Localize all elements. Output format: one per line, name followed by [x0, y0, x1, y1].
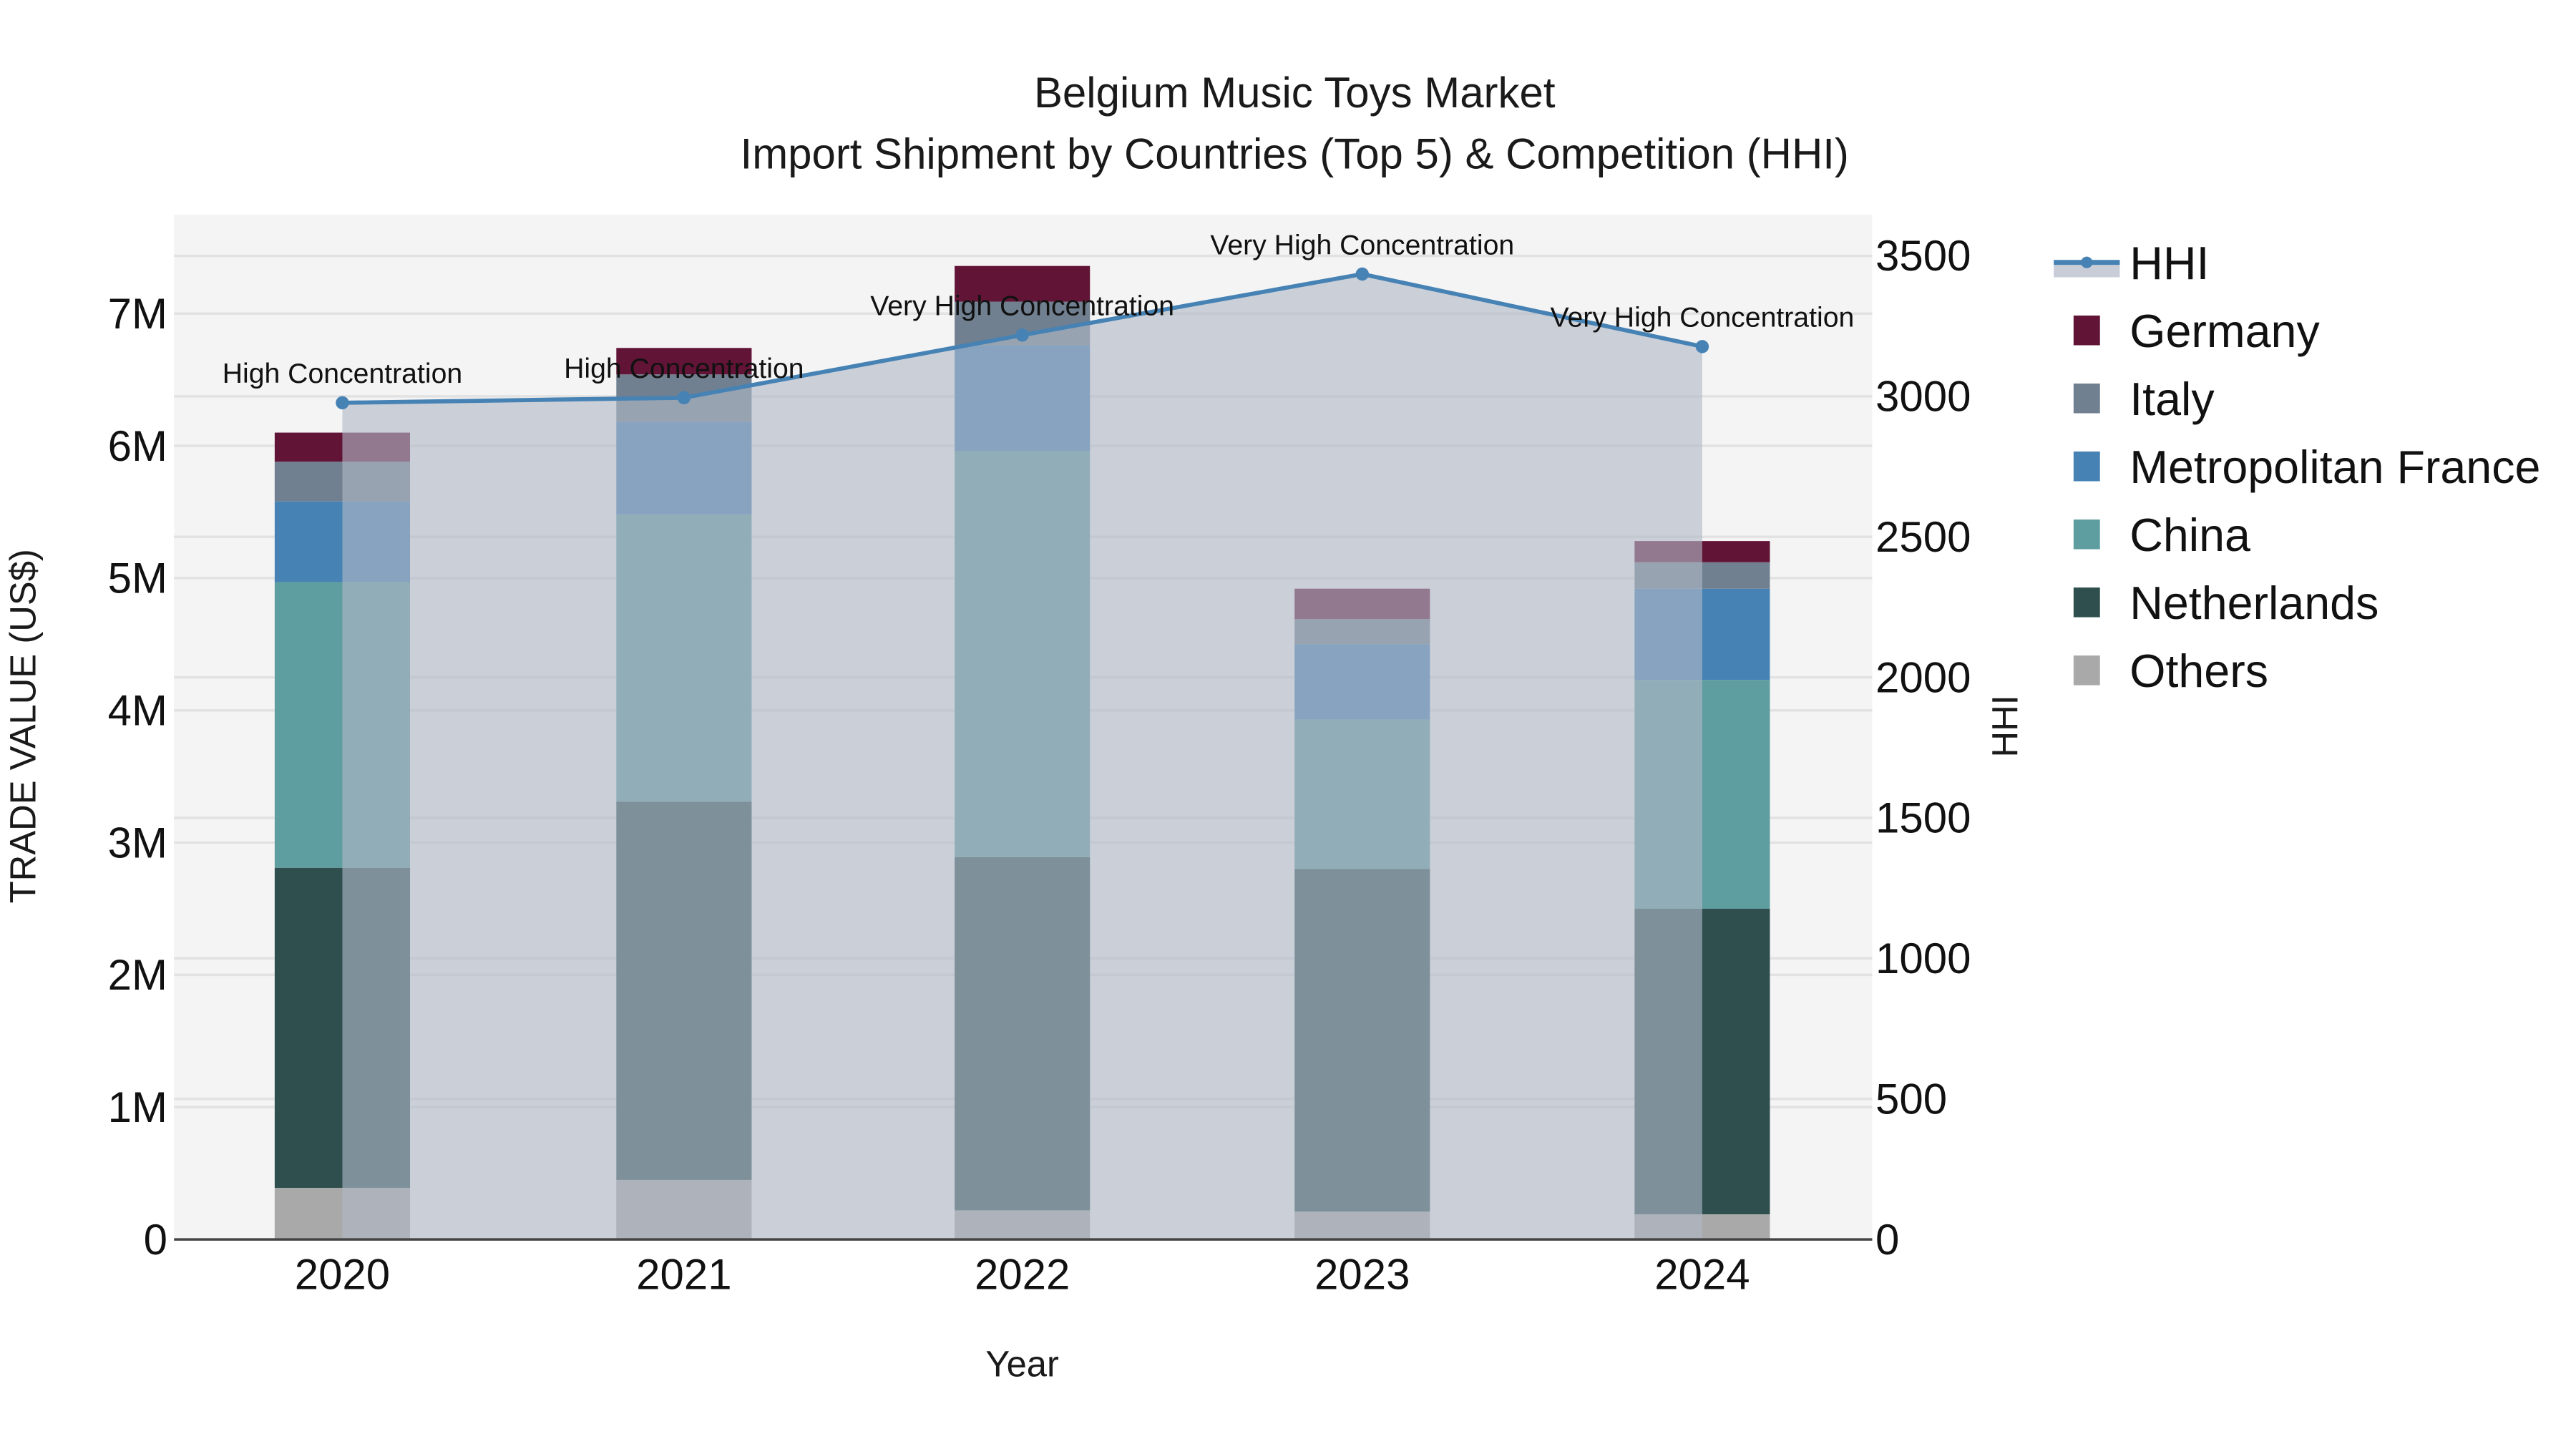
legend: HHI Germany Italy Metropolitan France China N… — [2054, 238, 2540, 697]
legend-label: Italy — [2129, 374, 2215, 425]
legend-swatch-icon — [2073, 655, 2100, 686]
left-axis-ticks: 0 1M 2M 3M 4M 5M 6M 7M — [108, 290, 167, 1264]
legend-item-hhi[interactable]: HHI — [2054, 238, 2209, 289]
right-tick-label: 500 — [1875, 1075, 1947, 1123]
x-axis-ticks: 2020 2021 2022 2023 2024 — [295, 1250, 1750, 1298]
legend-swatch-icon — [2073, 384, 2100, 414]
hhi-marker[interactable] — [677, 391, 691, 405]
legend-item-netherlands[interactable]: Netherlands — [2073, 577, 2379, 629]
x-tick-label: 2021 — [636, 1250, 731, 1298]
left-tick-label: 4M — [108, 686, 167, 734]
hhi-marker[interactable] — [1355, 267, 1370, 281]
legend-item-metropolitan-france[interactable]: Metropolitan France — [2073, 441, 2541, 493]
bar-segment-germany[interactable] — [955, 265, 1091, 302]
hhi-marker[interactable] — [336, 396, 349, 410]
right-tick-label: 2000 — [1875, 653, 1971, 701]
hhi-area — [342, 274, 1702, 1240]
x-tick-label: 2024 — [1654, 1250, 1750, 1298]
legend-swatch-icon — [2073, 452, 2100, 482]
x-tick-label: 2023 — [1314, 1250, 1410, 1298]
right-axis-ticks: 0 500 1000 1500 2000 2500 3000 3500 — [1875, 232, 1971, 1264]
bar-segment-germany[interactable] — [616, 348, 752, 375]
chart-title-line2: Import Shipment by Countries (Top 5) & C… — [741, 130, 1849, 177]
right-tick-label: 1500 — [1875, 794, 1971, 842]
hhi-annotation: Very High Concentration — [1551, 303, 1855, 333]
legend-label: Netherlands — [2129, 577, 2379, 629]
hhi-annotation: Very High Concentration — [870, 291, 1174, 322]
legend-swatch-icon — [2073, 315, 2100, 346]
y-axis-right-title: HHI — [1984, 695, 2025, 757]
left-tick-label: 2M — [108, 951, 167, 999]
y-axis-left-title: TRADE VALUE (US$) — [2, 549, 43, 903]
legend-label: Germany — [2129, 306, 2320, 357]
legend-swatch-icon — [2073, 587, 2100, 618]
legend-item-germany[interactable]: Germany — [2073, 306, 2321, 357]
legend-label: HHI — [2129, 238, 2209, 289]
legend-swatch-icon — [2073, 519, 2100, 550]
legend-marker-icon — [2081, 256, 2093, 268]
legend-item-china[interactable]: China — [2073, 509, 2250, 561]
legend-item-others[interactable]: Others — [2073, 645, 2268, 697]
hhi-marker[interactable] — [1015, 328, 1029, 342]
left-tick-label: 3M — [108, 819, 167, 867]
x-axis-title: Year — [985, 1344, 1059, 1385]
right-tick-label: 0 — [1875, 1216, 1899, 1264]
x-tick-label: 2020 — [295, 1250, 390, 1298]
chart-title-line1: Belgium Music Toys Market — [1034, 69, 1556, 117]
right-tick-label: 2500 — [1875, 513, 1971, 561]
legend-label: Others — [2129, 645, 2268, 697]
x-tick-label: 2022 — [975, 1250, 1070, 1298]
left-tick-label: 5M — [108, 555, 167, 602]
hhi-marker[interactable] — [1695, 340, 1709, 353]
left-tick-label: 6M — [108, 422, 167, 470]
legend-item-italy[interactable]: Italy — [2073, 374, 2215, 425]
hhi-annotation: Very High Concentration — [1210, 230, 1514, 260]
left-tick-label: 1M — [108, 1083, 167, 1131]
hhi-annotation: High Concentration — [223, 358, 462, 389]
legend-label: China — [2129, 509, 2250, 561]
legend-label: Metropolitan France — [2129, 441, 2540, 493]
left-tick-label: 0 — [144, 1216, 167, 1264]
hhi-series: High Concentration High Concentration Very… — [223, 230, 1855, 1240]
right-tick-label: 1000 — [1875, 935, 1971, 982]
hhi-annotation: High Concentration — [564, 353, 804, 384]
right-tick-label: 3000 — [1875, 373, 1971, 421]
right-tick-label: 3500 — [1875, 232, 1971, 280]
left-tick-label: 7M — [108, 290, 167, 338]
